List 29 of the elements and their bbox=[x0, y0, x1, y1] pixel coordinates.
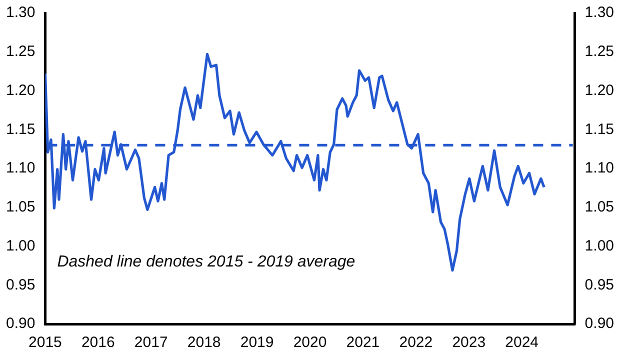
y2-tick-label: 1.05 bbox=[584, 198, 614, 216]
annotation: Dashed line denotes 2015 - 2019 average bbox=[57, 253, 356, 270]
y-tick-label: 1.05 bbox=[6, 198, 36, 216]
y2-tick-label: 1.30 bbox=[584, 4, 614, 22]
x-tick-label: 2015 bbox=[28, 334, 62, 352]
y-tick-label: 1.10 bbox=[6, 160, 36, 177]
y2-tick-label: 1.25 bbox=[584, 43, 614, 60]
y2-tick-label: 1.00 bbox=[584, 237, 614, 254]
y2-tick-label: 1.10 bbox=[584, 160, 614, 177]
x-tick-label: 2024 bbox=[505, 334, 539, 352]
x-tick-label: 2016 bbox=[81, 334, 115, 352]
x-tick-label: 2022 bbox=[399, 334, 433, 352]
y-tick-label: 0.95 bbox=[6, 276, 36, 294]
x-tick-label: 2021 bbox=[346, 334, 380, 352]
y-tick-label: 1.00 bbox=[6, 237, 36, 254]
x-tick-label: 2018 bbox=[187, 334, 221, 352]
y-tick-label: 0.90 bbox=[6, 315, 36, 332]
x-tick-label: 2019 bbox=[240, 334, 274, 352]
x-tick-label: 2023 bbox=[452, 334, 486, 352]
y-tick-label: 1.25 bbox=[6, 43, 36, 60]
y-tick-label: 1.30 bbox=[6, 4, 36, 22]
y2-tick-label: 0.95 bbox=[584, 276, 614, 294]
x-tick-label: 2020 bbox=[293, 334, 327, 352]
y-tick-label: 1.15 bbox=[6, 120, 36, 138]
y2-tick-label: 0.90 bbox=[584, 315, 614, 332]
x-tick-label: 2017 bbox=[134, 334, 168, 352]
y2-tick-label: 1.15 bbox=[584, 120, 614, 138]
y2-tick-label: 1.20 bbox=[584, 82, 614, 99]
y-tick-label: 1.20 bbox=[6, 82, 36, 99]
